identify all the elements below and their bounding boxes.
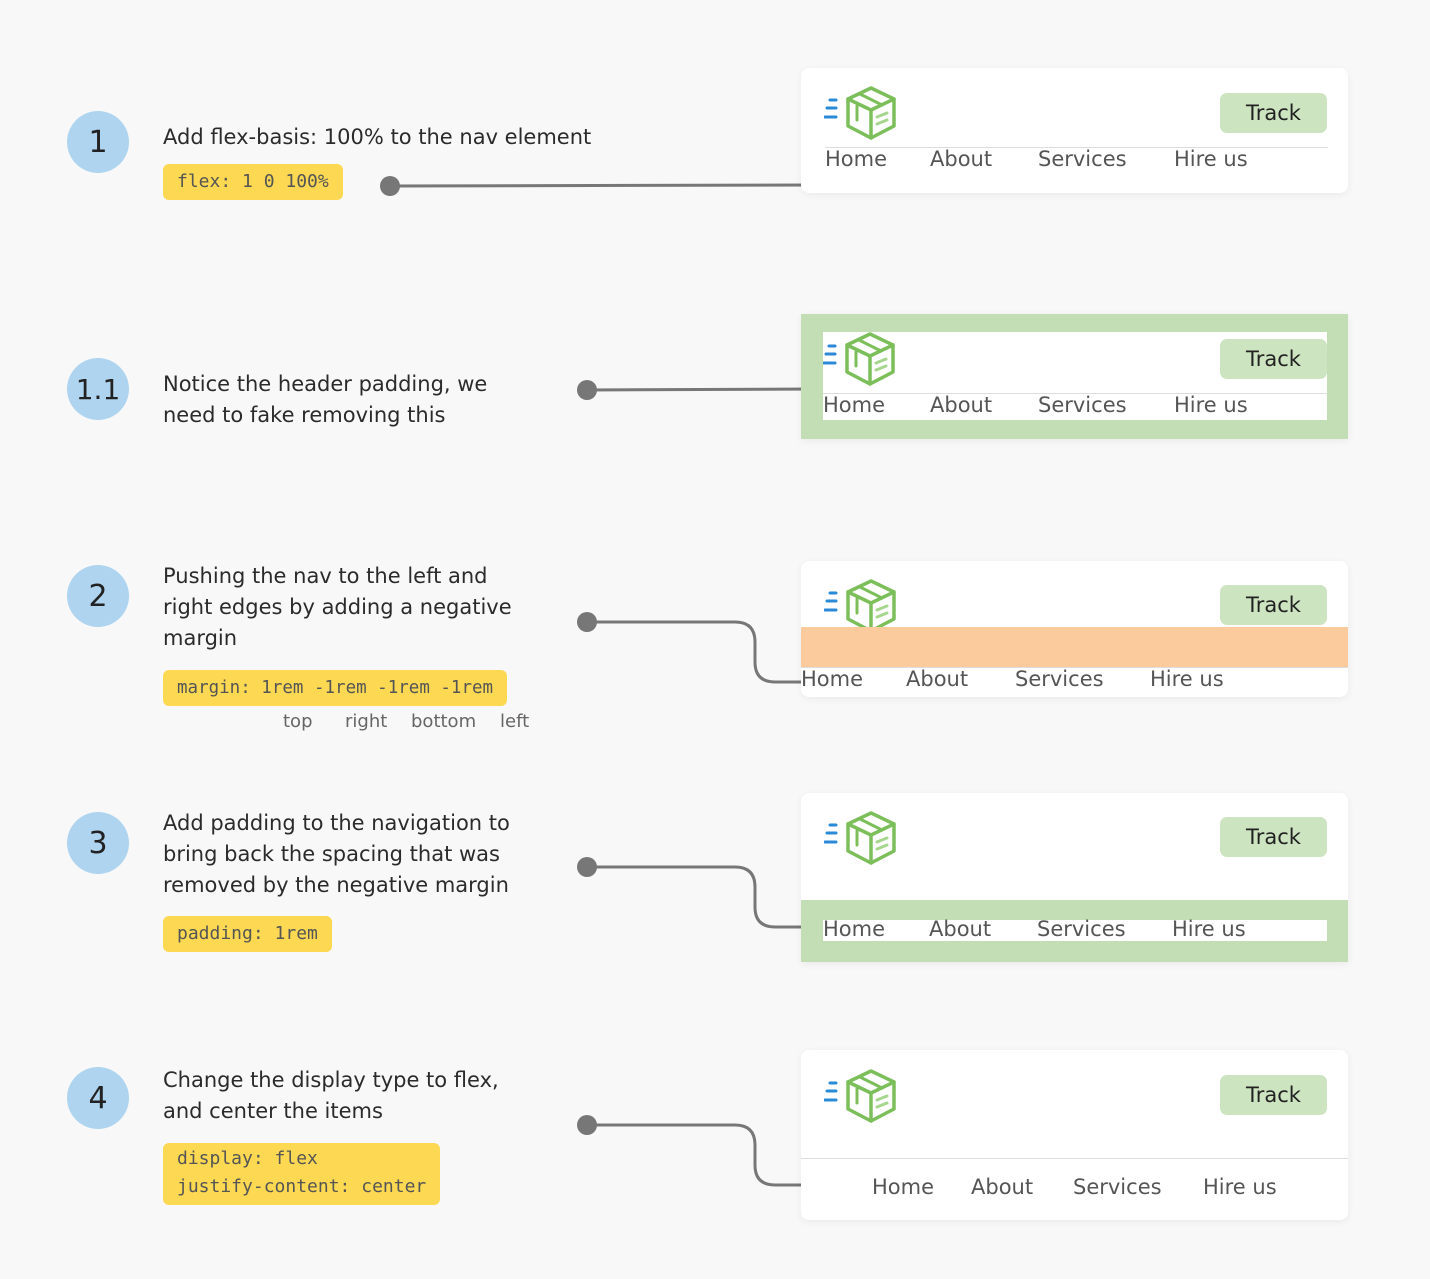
track-button[interactable]: Track (1220, 817, 1327, 857)
step-description: Add padding to the navigation to bring b… (163, 811, 510, 897)
code-snippet: display: flex justify-content: center (163, 1143, 441, 1205)
step-description: Add flex-basis: 100% to the nav element (163, 125, 592, 149)
track-button[interactable]: Track (1220, 585, 1327, 625)
margin-highlight (801, 627, 1348, 667)
track-button[interactable]: Track (1220, 1075, 1327, 1115)
box-logo-icon (824, 1069, 896, 1123)
track-button[interactable]: Track (1220, 339, 1327, 379)
nav-home[interactable]: Home (823, 393, 886, 417)
divider (823, 393, 1327, 394)
nav-hire-us[interactable]: Hire us (1203, 1175, 1277, 1199)
code-snippet: flex: 1 0 100% (163, 164, 343, 200)
track-button[interactable]: Track (1220, 93, 1327, 133)
connector-dot (577, 1115, 597, 1135)
nav-hire-us[interactable]: Hire us (1172, 917, 1246, 941)
connector-3 (587, 865, 801, 929)
nav-about[interactable]: About (930, 147, 993, 171)
divider (801, 1158, 1348, 1159)
box-logo-icon (824, 811, 896, 865)
step-number: 4 (67, 1067, 129, 1129)
nav-about[interactable]: About (906, 667, 969, 691)
nav-about[interactable]: About (929, 917, 992, 941)
box-logo-icon (824, 579, 896, 633)
nav-about[interactable]: About (930, 393, 993, 417)
header-preview-nav-padding: Track Home About Services Hire us (801, 793, 1348, 962)
header-preview-centered: Track Home About Services Hire us (801, 1050, 1348, 1220)
nav-services[interactable]: Services (1015, 667, 1104, 691)
code-label-bottom: bottom (411, 711, 477, 732)
nav-about[interactable]: About (971, 1175, 1034, 1199)
connector-dot (577, 380, 597, 400)
code-snippet: margin: 1rem -1rem -1rem -1rem (163, 670, 508, 706)
step-number: 1.1 (67, 358, 129, 420)
box-logo-icon (824, 86, 896, 140)
divider (801, 667, 1348, 668)
nav-services[interactable]: Services (1037, 917, 1126, 941)
step-number: 3 (67, 812, 129, 874)
code-label-top: top (283, 711, 313, 732)
connector-dot (577, 612, 597, 632)
nav-hire-us[interactable]: Hire us (1174, 393, 1248, 417)
step-description: Change the display type to flex, and cen… (163, 1068, 499, 1123)
header-preview-negative-margin: Track Home About Services Hire us (801, 561, 1348, 697)
divider (825, 147, 1328, 148)
nav-hire-us[interactable]: Hire us (1150, 667, 1224, 691)
step-number: 2 (67, 565, 129, 627)
header-preview-1: Track Home About Services Hire us (801, 68, 1348, 193)
nav-home[interactable]: Home (825, 147, 888, 171)
nav-services[interactable]: Services (1073, 1175, 1162, 1199)
nav-services[interactable]: Services (1038, 147, 1127, 171)
nav-home[interactable]: Home (872, 1175, 935, 1199)
connector-4 (587, 1123, 801, 1187)
connector-1 (389, 183, 817, 188)
code-snippet: padding: 1rem (163, 916, 332, 952)
header-preview-padding: Track Home About Services Hire us (801, 314, 1348, 439)
code-label-left: left (500, 711, 530, 732)
nav-hire-us[interactable]: Hire us (1174, 147, 1248, 171)
step-description: Notice the header padding, we need to fa… (163, 372, 488, 427)
connector-dot (577, 857, 597, 877)
nav-home[interactable]: Home (801, 667, 864, 691)
step-number: 1 (67, 111, 129, 173)
connector-2 (587, 620, 801, 684)
connector-dot (380, 176, 400, 196)
nav-content-area (823, 920, 1327, 941)
nav-services[interactable]: Services (1038, 393, 1127, 417)
box-logo-icon (823, 332, 895, 386)
connector-1-1 (586, 387, 817, 392)
step-description: Pushing the nav to the left and right ed… (163, 564, 512, 650)
code-label-right: right (345, 711, 388, 732)
nav-home[interactable]: Home (823, 917, 886, 941)
